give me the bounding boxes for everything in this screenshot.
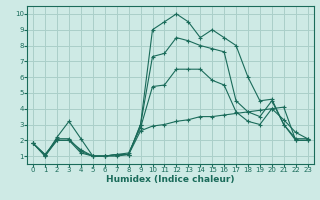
X-axis label: Humidex (Indice chaleur): Humidex (Indice chaleur) <box>106 175 235 184</box>
